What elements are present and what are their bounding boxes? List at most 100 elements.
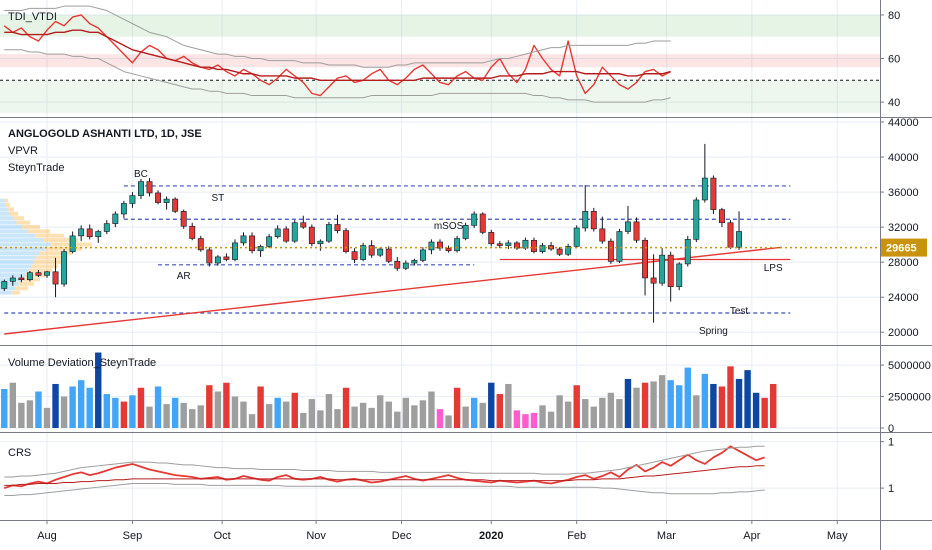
price-subtitle-steyn: SteynTrade bbox=[8, 162, 64, 174]
candle-body bbox=[138, 181, 144, 196]
volume-bar bbox=[120, 401, 128, 428]
ma-line bbox=[4, 246, 782, 335]
vpvr-bar-up bbox=[0, 238, 43, 243]
candle bbox=[488, 229, 495, 247]
vpvr-bar-down bbox=[28, 268, 52, 273]
y-tick-label: 40 bbox=[888, 97, 900, 109]
candle bbox=[291, 220, 298, 243]
volume-bar bbox=[658, 375, 666, 428]
volume-bar bbox=[103, 394, 110, 428]
tdi-fast-line bbox=[3, 14, 671, 97]
candle bbox=[317, 239, 324, 251]
candle-body bbox=[428, 241, 435, 251]
candle-body bbox=[394, 260, 401, 269]
y-tick-label: 28000 bbox=[888, 257, 919, 269]
candle bbox=[693, 197, 700, 243]
candle-body bbox=[411, 260, 418, 264]
candle-body bbox=[120, 203, 127, 215]
candle bbox=[308, 224, 315, 247]
vpvr-bar-down bbox=[15, 286, 28, 291]
candle bbox=[625, 206, 631, 235]
candle bbox=[180, 209, 187, 229]
candle-body bbox=[308, 226, 315, 245]
candle-body bbox=[35, 272, 42, 276]
candle bbox=[659, 248, 666, 286]
candle-body bbox=[590, 211, 597, 230]
volume-bar bbox=[616, 399, 623, 428]
candle bbox=[214, 255, 221, 266]
candle-body bbox=[325, 224, 332, 242]
candle bbox=[351, 248, 358, 264]
last-price-badge bbox=[881, 238, 927, 257]
volume-bar bbox=[60, 396, 68, 428]
candle bbox=[513, 241, 520, 250]
volume-bar bbox=[214, 391, 222, 428]
crs-pane[interactable] bbox=[3, 445, 765, 497]
candle-body bbox=[727, 222, 734, 248]
y-tick-label: 0 bbox=[888, 423, 894, 435]
candle bbox=[582, 185, 589, 232]
candle bbox=[667, 251, 674, 302]
vpvr-bar-up bbox=[0, 233, 36, 238]
y-tick-label: 32000 bbox=[888, 222, 919, 234]
candle-body bbox=[599, 228, 606, 242]
volume-bar bbox=[359, 402, 367, 428]
volume-bar bbox=[411, 405, 418, 428]
volume-bar bbox=[308, 399, 316, 428]
annotation-lps: LPS bbox=[764, 263, 783, 274]
volume-bar bbox=[564, 401, 572, 428]
candle bbox=[103, 220, 110, 235]
volume-bar bbox=[146, 406, 153, 428]
candle-body bbox=[1, 281, 8, 289]
y-tick-label: 40000 bbox=[888, 152, 919, 164]
volume-pane[interactable] bbox=[1, 352, 777, 428]
volume-bar bbox=[718, 386, 726, 428]
candle bbox=[437, 239, 443, 251]
vpvr-bar-up bbox=[0, 242, 51, 247]
volume-bar bbox=[599, 397, 606, 428]
volume-bar bbox=[325, 394, 333, 428]
volume-bar bbox=[189, 409, 196, 428]
annotation-ar: AR bbox=[177, 271, 191, 282]
candle-body bbox=[112, 213, 119, 224]
candle-body bbox=[556, 248, 563, 255]
candle bbox=[616, 228, 623, 264]
volume-bar bbox=[496, 394, 504, 428]
volume-bar bbox=[394, 411, 401, 428]
candle bbox=[26, 270, 33, 282]
candle-body bbox=[488, 232, 495, 245]
candle-body bbox=[402, 262, 409, 269]
candle bbox=[1, 279, 8, 292]
candle-body bbox=[155, 192, 162, 203]
candle bbox=[300, 215, 307, 229]
volume-bar bbox=[676, 385, 683, 428]
volume-bar bbox=[735, 378, 743, 428]
volume-bar bbox=[180, 402, 187, 428]
volume-bar bbox=[77, 380, 85, 428]
vpvr-bar-up bbox=[0, 264, 32, 269]
volume-bar bbox=[206, 385, 213, 428]
vpvr-bar-up bbox=[0, 259, 35, 264]
volume-bar bbox=[684, 367, 691, 428]
annotation-msos: mSOS bbox=[434, 221, 464, 232]
candle bbox=[189, 222, 196, 241]
tdi-pane[interactable] bbox=[0, 5, 880, 113]
vpvr-bar-down bbox=[31, 264, 58, 269]
y-tick-label: 24000 bbox=[888, 292, 919, 304]
candle bbox=[334, 214, 341, 234]
vpvr-bar-up bbox=[0, 246, 46, 251]
candle bbox=[650, 254, 657, 323]
volume-bar bbox=[95, 352, 102, 428]
volume-bar bbox=[163, 404, 170, 428]
vpvr-bar-down bbox=[39, 251, 72, 256]
volume-bar bbox=[291, 392, 298, 428]
volume-bar bbox=[43, 407, 51, 428]
x-tick-label: 2020 bbox=[479, 530, 503, 542]
candle bbox=[232, 239, 238, 262]
volume-bar bbox=[402, 397, 410, 428]
candle bbox=[471, 211, 478, 228]
candle bbox=[539, 242, 546, 254]
